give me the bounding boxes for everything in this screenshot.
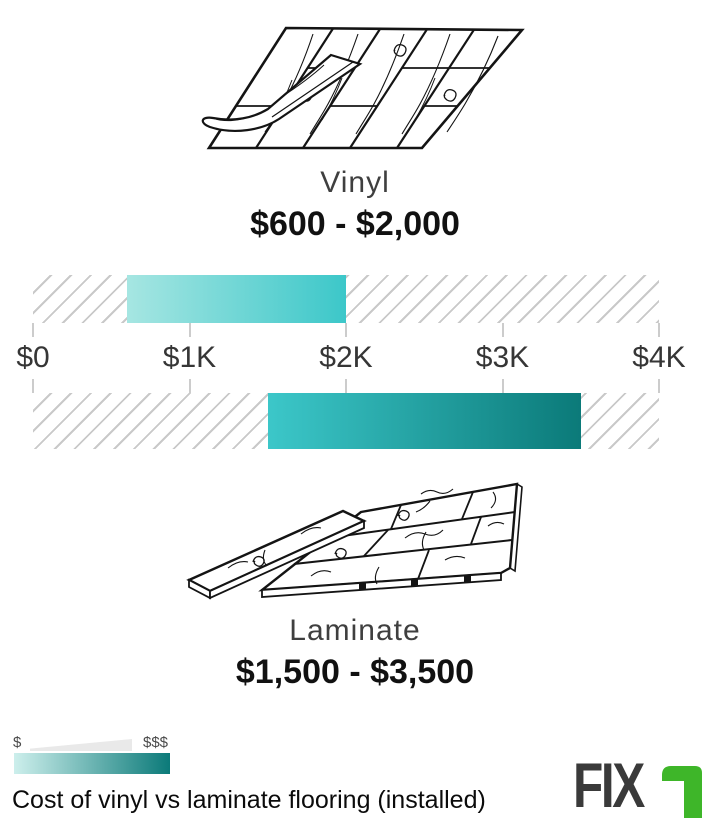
vinyl-price-range: $600 - $2,000 [250,205,460,243]
tick-mark [658,379,660,393]
tick-mark [32,323,34,337]
tick-label: $1K [162,341,217,374]
laminate-flooring-illustration [186,482,523,600]
laminate-category-label: Laminate [289,614,421,647]
tick-mark [345,379,347,393]
legend-gradient-bar [14,753,170,774]
fixr-logo-text: FIX [573,750,645,822]
vinyl-category-label: Vinyl [320,166,390,199]
laminate-cost-bar [267,393,581,449]
fixr-logo: FIX [573,754,705,819]
cost-gradient-legend: $ $$$ [0,730,200,780]
fixr-logo-accent-r-icon [662,766,702,818]
tick-mark [188,379,191,393]
tick-mark [501,379,504,393]
tick-mark [188,323,191,337]
laminate-hatched-track [33,393,659,449]
tick-mark [345,323,347,337]
tick-label: $3K [475,341,530,374]
legend-low-label: $ [13,734,22,751]
tick-label: $0 [16,341,50,374]
legend-high-label: $$$ [143,734,169,751]
vinyl-cost-bar [126,275,346,323]
legend-wedge-shape [30,739,132,751]
laminate-price-range: $1,500 - $3,500 [235,653,475,691]
x-axis: $0 $1K $2K $3K $4K [16,323,686,393]
tick-label: $4K [632,341,686,374]
tick-label: $2K [319,341,373,374]
tick-mark [658,323,660,337]
chart-caption: Cost of vinyl vs laminate flooring (inst… [12,786,486,814]
vinyl-flooring-illustration [201,26,525,150]
tick-mark [32,379,34,393]
tick-mark [501,323,504,337]
vinyl-hatched-track [33,275,659,323]
